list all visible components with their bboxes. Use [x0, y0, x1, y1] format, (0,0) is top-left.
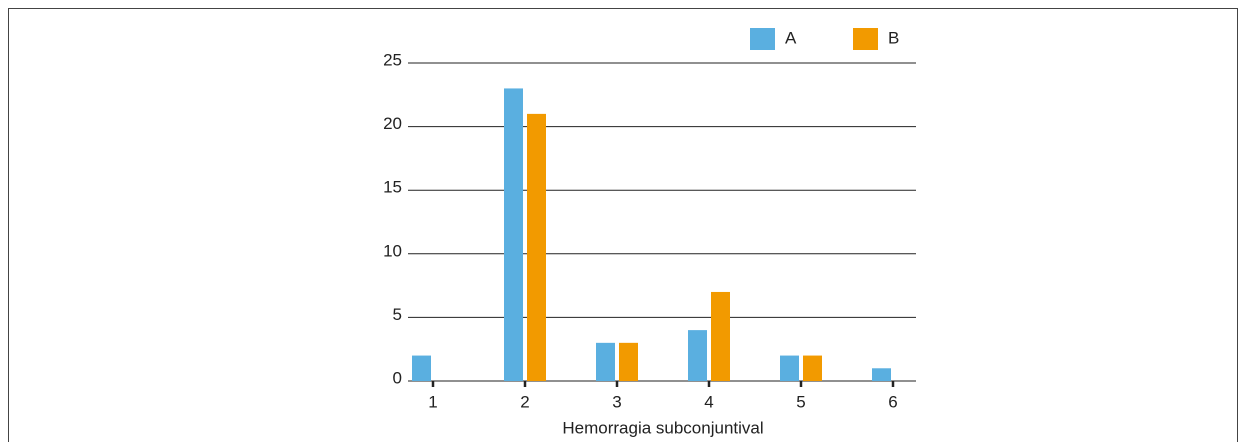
x-tick-label: 2 [520, 392, 529, 411]
x-tick-label: 6 [888, 392, 897, 411]
bar [504, 88, 523, 381]
bar [803, 355, 822, 381]
bar [596, 342, 615, 381]
x-tick-label: 1 [428, 392, 437, 411]
bar [412, 355, 431, 381]
bar [688, 330, 707, 381]
x-tick-label: 3 [612, 392, 621, 411]
y-tick-label: 5 [393, 305, 402, 324]
bar [619, 342, 638, 381]
legend-label: B [888, 28, 899, 47]
y-tick-label: 25 [383, 50, 402, 69]
bar [527, 113, 546, 381]
y-tick-label: 20 [383, 114, 402, 133]
x-tick-label: 5 [796, 392, 805, 411]
frame [8, 8, 1238, 442]
x-axis-label: Hemorragia subconjuntival [562, 418, 763, 437]
y-tick-label: 0 [393, 368, 402, 387]
legend-label: A [785, 28, 797, 47]
x-tick-label: 4 [704, 392, 713, 411]
bar [711, 291, 730, 381]
legend-swatch [750, 28, 775, 50]
y-tick-label: 10 [383, 241, 402, 260]
bar [872, 368, 891, 381]
legend-swatch [853, 28, 878, 50]
bar [780, 355, 799, 381]
y-tick-label: 15 [383, 178, 402, 197]
